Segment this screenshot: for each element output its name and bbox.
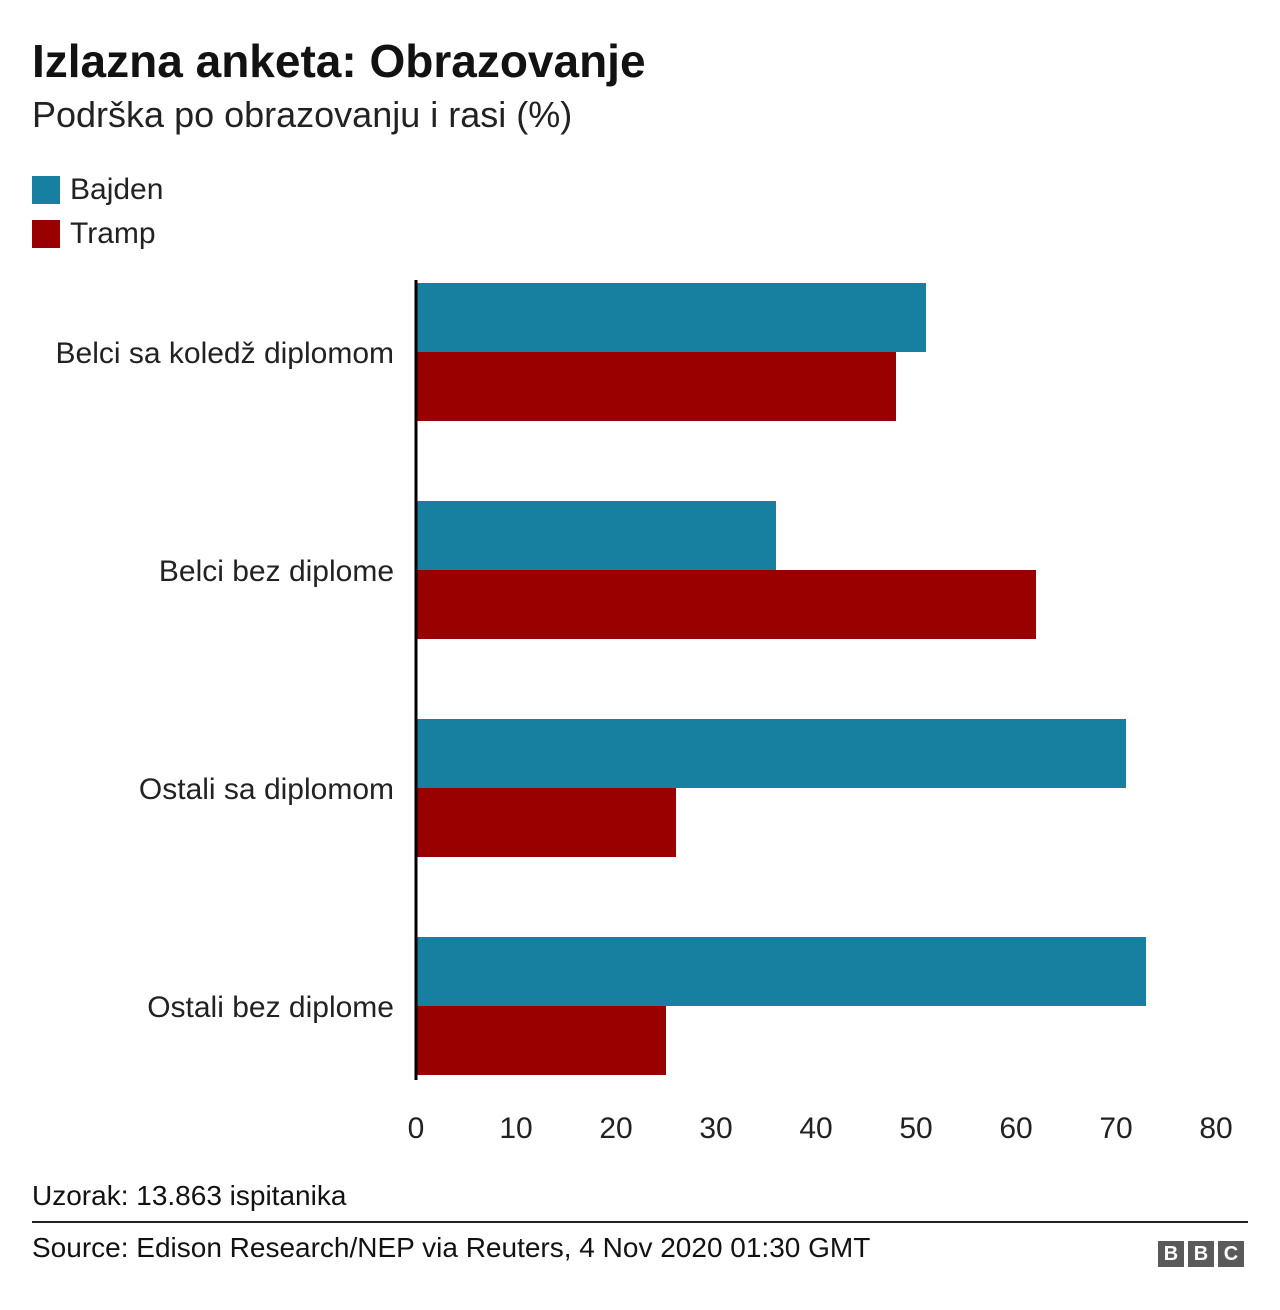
category-label: Belci bez diplome [159,555,394,588]
legend-item-tramp: Tramp [32,212,163,256]
legend-label-tramp: Tramp [70,217,156,250]
source-text: Source: Edison Research/NEP via Reuters,… [32,1232,871,1263]
x-tick-label: 70 [1099,1112,1132,1145]
x-tick-label: 30 [699,1112,732,1145]
bbc-logo-letter: B [1188,1241,1214,1267]
legend: Bajden Tramp [32,168,163,256]
bbc-logo: B B C [1158,1241,1244,1267]
legend-label-bajden: Bajden [70,173,164,206]
bar-bajden [416,719,1126,788]
x-tick-label: 0 [408,1112,425,1145]
legend-swatch-bajden [32,176,60,204]
x-tick-label: 60 [999,1112,1032,1145]
chart-title: Izlazna anketa: Obrazovanje [32,35,646,87]
bar-tramp [416,352,896,421]
category-label: Ostali sa diplomom [139,773,394,806]
category-label: Belci sa koledž diplomom [56,337,394,370]
bar-bajden [416,283,926,352]
x-tick-label: 40 [799,1112,832,1145]
bbc-logo-letter: C [1218,1241,1244,1267]
bar-chart: Belci sa koledž diplomom Belci bez diplom… [56,280,1233,1145]
bar-bajden [416,937,1146,1006]
x-tick-label: 20 [599,1112,632,1145]
bbc-logo-letter: B [1158,1241,1184,1267]
category-label: Ostali bez diplome [147,991,394,1024]
x-tick-label: 80 [1199,1112,1232,1145]
footer-divider [32,1221,1248,1223]
legend-swatch-tramp [32,220,60,248]
bar-tramp [416,570,1036,639]
x-tick-label: 50 [899,1112,932,1145]
bar-tramp [416,788,676,857]
bar-tramp [416,1006,666,1075]
legend-item-bajden: Bajden [32,168,163,212]
x-tick-label: 10 [499,1112,532,1145]
sample-size-note: Uzorak: 13.863 ispitanika [32,1180,347,1211]
bar-bajden [416,501,776,570]
chart-subtitle: Podrška po obrazovanju i rasi (%) [32,94,573,135]
